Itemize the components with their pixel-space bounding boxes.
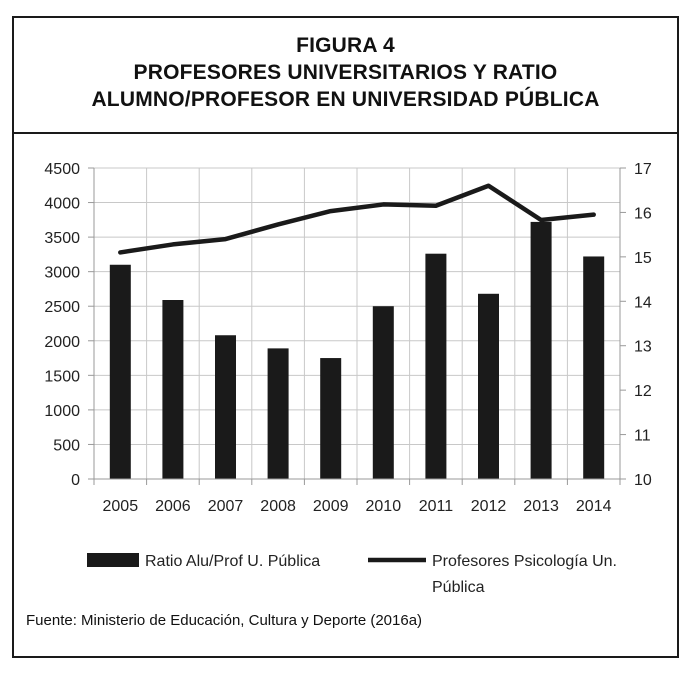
x-tick-label: 2011 [419,498,454,515]
x-tick-label: 2005 [103,498,139,515]
x-tick-label: 2008 [260,498,296,515]
source-note: Fuente: Ministerio de Educación, Cultura… [26,612,423,629]
y-left-tick-label: 4000 [44,196,80,213]
figure-label: FIGURA 4 [296,34,395,57]
y-right-tick-label: 11 [634,428,651,445]
x-tick-label: 2012 [471,498,507,515]
x-tick-label: 2006 [155,498,191,515]
y-left-tick-label: 500 [53,437,80,454]
y-left-tick-label: 4500 [44,161,80,178]
y-right-tick-label: 15 [634,250,652,267]
y-left-tick-label: 3000 [44,265,80,282]
bars-layer [109,221,605,479]
y-left-tick-label: 2500 [44,299,80,316]
y-right-tick-label: 10 [634,472,652,489]
axes-layer: 0 500 1000 1500 2000 2500 3000 3500 4000 4500 10 11… [44,161,651,515]
legend-bar-swatch [87,553,139,567]
y-right-tick-label: 16 [634,205,652,222]
y-right-tick-label: 14 [634,294,652,311]
x-tick-label: 2013 [523,498,559,515]
x-tick-label: 2007 [208,498,244,515]
legend: Ratio Alu/Prof U. Pública Profesores Psi… [87,553,617,596]
figure-title-line-1: PROFESORES UNIVERSITARIOS Y RATIO [133,61,558,84]
y-left-tick-label: 1500 [44,368,80,385]
series-line [118,183,596,255]
bar [425,253,447,479]
x-tick-label: 2014 [576,498,612,515]
legend-bar-label: Ratio Alu/Prof U. Pública [145,553,320,570]
figure-title-box: FIGURA 4 PROFESORES UNIVERSITARIOS Y RAT… [14,18,677,134]
bar [320,358,342,479]
y-left-tick-label: 1000 [44,403,80,420]
bar [267,348,289,479]
bar [162,300,184,479]
bar [372,306,394,479]
bar [583,256,605,479]
y-right-tick-label: 13 [634,339,652,356]
y-left-tick-label: 3500 [44,230,80,247]
bar [109,264,131,479]
bar [478,293,499,479]
bar [530,221,552,479]
bar [215,335,236,479]
x-tick-label: 2009 [313,498,349,515]
y-left-tick-label: 0 [71,472,80,489]
x-tick-label: 2010 [366,498,402,515]
y-right-tick-label: 17 [634,161,652,178]
legend-line-label-2: Pública [432,579,485,596]
line-layer [118,183,596,255]
y-left-tick-label: 2000 [44,334,80,351]
y-right-tick-label: 12 [634,383,652,400]
legend-line-label-1: Profesores Psicología Un. [432,553,617,570]
figure-title-line-2: ALUMNO/PROFESOR EN UNIVERSIDAD PÚBLICA [91,88,600,111]
